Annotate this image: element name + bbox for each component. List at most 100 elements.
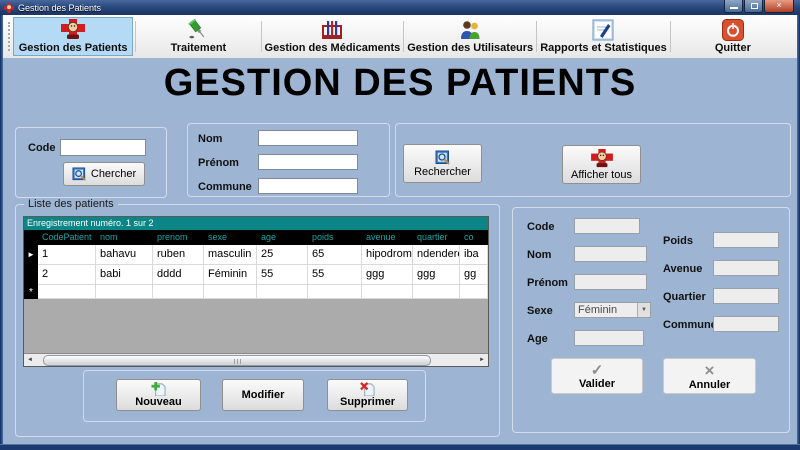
toolbar-button-rapports[interactable]: Rapports et Statistiques: [539, 17, 668, 56]
table-cell[interactable]: ggg: [362, 265, 413, 285]
toolbar-button-traitement[interactable]: Traitement: [138, 17, 258, 56]
table-cell[interactable]: 25: [257, 245, 308, 265]
rechercher-button-label: Rechercher: [414, 165, 471, 178]
table-corner-cell[interactable]: [24, 230, 38, 245]
magnifier-icon: [72, 166, 86, 181]
row-selector-new[interactable]: *: [24, 285, 38, 299]
x-icon: ×: [704, 360, 715, 380]
table-cell[interactable]: masculin: [204, 245, 257, 265]
afficher-tous-button[interactable]: Afficher tous: [562, 145, 641, 184]
avenue-field[interactable]: [713, 260, 779, 276]
supprimer-button[interactable]: Supprimer: [327, 379, 408, 411]
table-cell[interactable]: 65: [308, 245, 362, 265]
table-cell[interactable]: gg: [460, 265, 488, 285]
prenom-search-input[interactable]: [258, 154, 358, 170]
scroll-right-icon[interactable]: ►: [479, 356, 485, 363]
toolbar-button-gestion-patients[interactable]: Gestion des Patients: [13, 17, 134, 56]
toolbar-button-gestion-utilisateurs[interactable]: Gestion des Utilisateurs: [406, 17, 534, 56]
table-cell[interactable]: [96, 285, 153, 299]
table-cell[interactable]: [308, 285, 362, 299]
column-header[interactable]: age: [261, 232, 277, 242]
nom-search-input[interactable]: [258, 130, 358, 146]
maximize-icon: [751, 3, 758, 9]
table-cell[interactable]: [460, 285, 488, 299]
column-header[interactable]: avenue: [366, 232, 396, 242]
nom-search-label: Nom: [198, 133, 223, 145]
supprimer-button-label: Supprimer: [339, 396, 395, 408]
scroll-left-icon[interactable]: ◄: [27, 356, 33, 363]
rechercher-button[interactable]: Rechercher: [403, 144, 482, 183]
toolbar-button-label: Rapports et Statistiques: [540, 42, 667, 54]
table-cell[interactable]: [204, 285, 257, 299]
table-cell[interactable]: [38, 285, 96, 299]
sexe-dropdown[interactable]: Féminin ▼: [574, 302, 651, 318]
table-cell[interactable]: 1: [38, 245, 96, 265]
column-header[interactable]: quartier: [417, 232, 448, 242]
nouveau-button-label: Nouveau: [135, 396, 182, 408]
patient-list-group-label: Liste des patients: [24, 198, 118, 210]
column-header[interactable]: co: [464, 232, 474, 242]
table-cell[interactable]: 55: [308, 265, 362, 285]
code-label: Code: [527, 221, 555, 233]
table-new-row: *: [24, 285, 488, 299]
table-cell[interactable]: bahavu: [96, 245, 153, 265]
annuler-button[interactable]: × Annuler: [663, 358, 756, 394]
valider-button[interactable]: ✓ Valider: [551, 358, 643, 394]
minimize-button[interactable]: [724, 0, 743, 13]
code-field[interactable]: [574, 218, 640, 234]
table-cell[interactable]: hipodrome: [362, 245, 413, 265]
commune-search-input[interactable]: [258, 178, 358, 194]
nom-field[interactable]: [574, 246, 647, 262]
patient-cross-icon: [590, 148, 613, 167]
toolbar-button-gestion-medicaments[interactable]: Gestion des Médicaments: [264, 17, 402, 56]
column-header[interactable]: poids: [312, 232, 334, 242]
modifier-button[interactable]: Modifier: [222, 379, 304, 411]
row-selector-current[interactable]: ►: [24, 245, 38, 265]
table-cell[interactable]: [413, 285, 460, 299]
close-icon: ×: [776, 0, 782, 10]
nouveau-button[interactable]: Nouveau: [116, 379, 201, 411]
test-tubes-icon: [321, 19, 343, 41]
scrollbar-thumb[interactable]: [43, 354, 431, 366]
table-cell[interactable]: [257, 285, 308, 299]
search-buttons-group: Rechercher Afficher tous: [395, 123, 791, 197]
toolbar-button-quitter[interactable]: Quitter: [673, 17, 793, 56]
table-cell[interactable]: [153, 285, 204, 299]
age-field[interactable]: [574, 330, 644, 346]
row-selector[interactable]: [24, 265, 38, 285]
prenom-field[interactable]: [574, 274, 647, 290]
horizontal-scrollbar[interactable]: ◄ ►: [24, 353, 488, 366]
annuler-button-label: Annuler: [688, 378, 731, 391]
quartier-field[interactable]: [713, 288, 779, 304]
patient-detail-group: Code Nom Prénom Sexe Féminin ▼ Age Poids…: [512, 207, 790, 433]
column-header[interactable]: sexe: [208, 232, 228, 242]
table-cell[interactable]: [362, 285, 413, 299]
table-cell[interactable]: ggg: [413, 265, 460, 285]
poids-field[interactable]: [713, 232, 779, 248]
close-button[interactable]: ×: [764, 0, 794, 13]
table-cell[interactable]: 2: [38, 265, 96, 285]
code-search-group: Code Chercher: [15, 127, 167, 198]
column-header[interactable]: nom: [100, 232, 118, 242]
toolbar-button-label: Quitter: [714, 42, 751, 54]
title-bar: Gestion des Patients ×: [0, 0, 800, 15]
table-cell[interactable]: ndendere: [413, 245, 460, 265]
scrollbar-track[interactable]: [37, 354, 475, 366]
table-cell[interactable]: babi: [96, 265, 153, 285]
column-header[interactable]: prenom: [157, 232, 188, 242]
table-cell[interactable]: Féminin: [204, 265, 257, 285]
chercher-button[interactable]: Chercher: [63, 162, 145, 186]
table-cell[interactable]: 55: [257, 265, 308, 285]
column-header[interactable]: CodePatient: [42, 232, 92, 242]
users-icon: [458, 19, 482, 41]
table-cell[interactable]: ruben: [153, 245, 204, 265]
code-search-input[interactable]: [60, 139, 146, 156]
maximize-button[interactable]: [744, 0, 763, 13]
toolbar-grip: [8, 22, 10, 51]
chercher-button-label: Chercher: [90, 168, 137, 180]
table-cell[interactable]: dddd: [153, 265, 204, 285]
commune-field[interactable]: [713, 316, 779, 332]
table-cell[interactable]: iba: [460, 245, 488, 265]
window-controls: ×: [723, 0, 794, 13]
toolbar-separator: [536, 21, 538, 52]
